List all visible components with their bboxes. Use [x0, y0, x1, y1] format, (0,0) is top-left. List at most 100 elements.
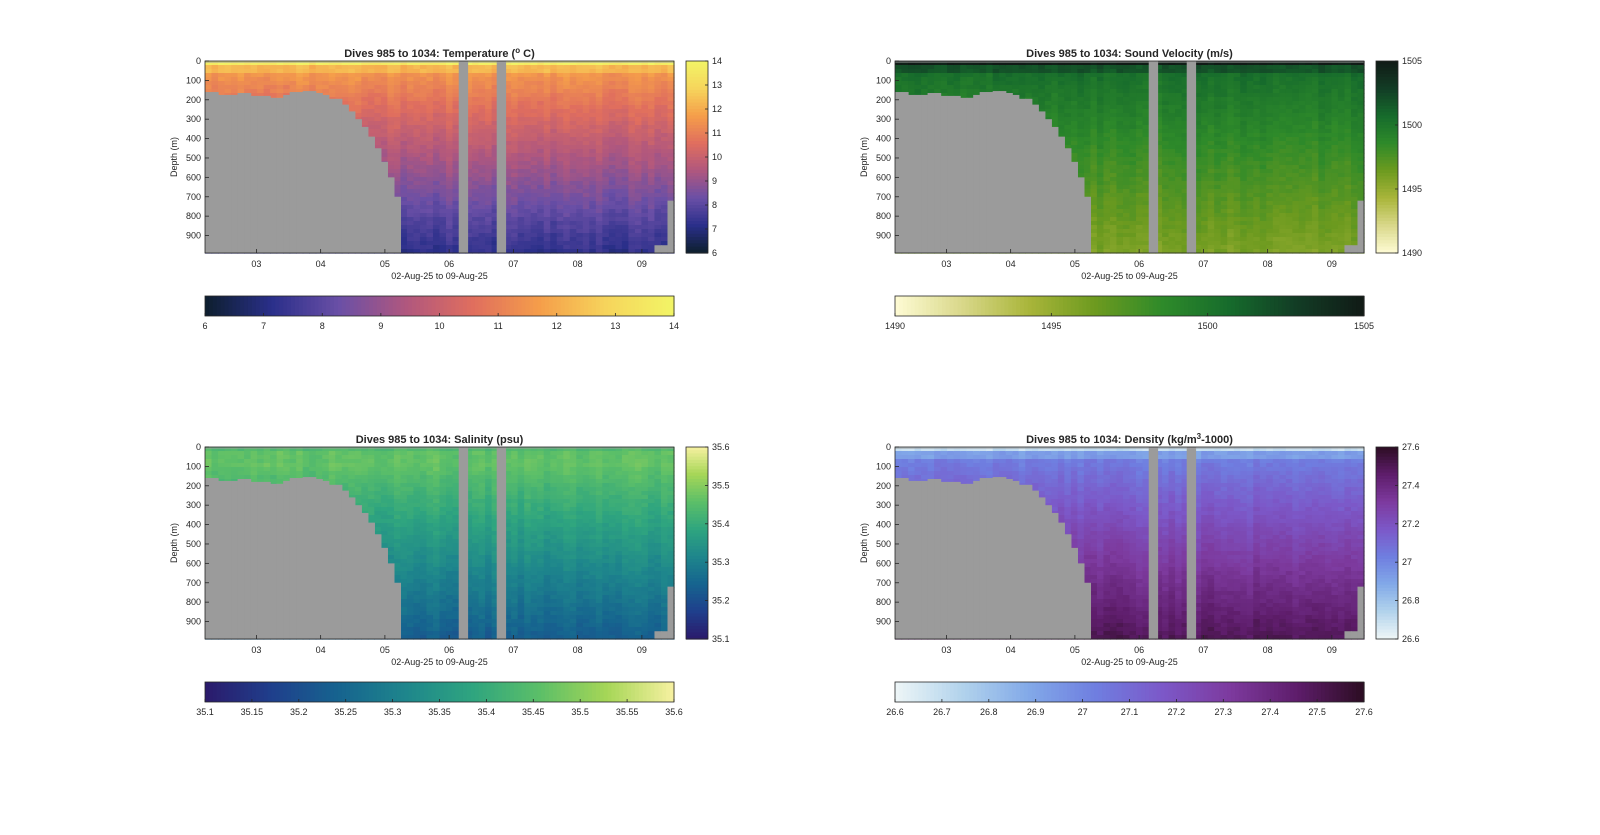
- data-cell: [602, 89, 609, 94]
- data-cell: [472, 189, 479, 194]
- data-cell: [661, 177, 668, 182]
- data-cell: [426, 177, 433, 182]
- data-cell: [596, 89, 603, 94]
- data-cell: [615, 133, 622, 138]
- data-cell: [667, 97, 674, 102]
- data-cell: [400, 221, 407, 226]
- data-cell: [1058, 81, 1065, 86]
- data-cell: [583, 221, 590, 226]
- data-cell: [973, 81, 980, 86]
- data-cell: [453, 137, 460, 142]
- data-cell: [615, 93, 622, 98]
- data-cell: [622, 221, 629, 226]
- data-cell: [400, 101, 407, 106]
- data-cell: [394, 157, 401, 162]
- colorbar-segment: [389, 296, 394, 316]
- data-cell: [426, 157, 433, 162]
- data-cell: [1051, 85, 1058, 90]
- data-cell: [602, 161, 609, 166]
- data-cell: [967, 65, 974, 70]
- data-cell: [355, 93, 362, 98]
- data-cell: [381, 157, 388, 162]
- data-cell: [433, 185, 440, 190]
- data-cell: [641, 221, 648, 226]
- data-cell: [407, 89, 414, 94]
- data-cell: [420, 245, 427, 250]
- data-cell: [472, 77, 479, 82]
- data-cell: [915, 85, 922, 90]
- data-cell: [303, 69, 310, 74]
- data-cell: [576, 105, 583, 110]
- data-cell: [511, 201, 518, 206]
- data-cell: [485, 189, 492, 194]
- data-cell: [524, 213, 531, 218]
- x-tick-label: 09: [637, 259, 647, 269]
- data-cell: [1012, 69, 1019, 74]
- data-cell: [563, 241, 570, 246]
- data-cell: [426, 113, 433, 118]
- data-cell: [602, 193, 609, 198]
- data-cell: [244, 89, 251, 94]
- data-cell: [531, 205, 538, 210]
- data-cell: [335, 85, 342, 90]
- data-cell: [413, 85, 420, 90]
- data-cell: [583, 121, 590, 126]
- data-cell: [440, 205, 447, 210]
- data-cell: [433, 181, 440, 186]
- data-cell: [576, 133, 583, 138]
- data-cell: [426, 185, 433, 190]
- data-cell: [1038, 97, 1045, 102]
- data-cell: [453, 177, 460, 182]
- data-cell: [641, 169, 648, 174]
- data-cell: [648, 205, 655, 210]
- colorbar-tick-label: 6: [712, 248, 717, 258]
- data-cell: [537, 121, 544, 126]
- data-cell: [426, 197, 433, 202]
- data-cell: [583, 65, 590, 70]
- data-cell: [635, 225, 642, 230]
- data-cell: [576, 101, 583, 106]
- data-cell: [648, 161, 655, 166]
- colorbar-segment: [510, 296, 515, 316]
- data-cell: [615, 141, 622, 146]
- data-cell: [472, 109, 479, 114]
- data-cell: [374, 101, 381, 106]
- data-cell: [524, 209, 531, 214]
- data-cell: [635, 85, 642, 90]
- data-cell: [902, 73, 909, 78]
- data-cell: [641, 109, 648, 114]
- data-cell: [576, 221, 583, 226]
- data-cell: [557, 185, 564, 190]
- data-cell: [1019, 73, 1026, 78]
- data-cell: [960, 81, 967, 86]
- data-cell: [446, 113, 453, 118]
- data-cell: [446, 77, 453, 82]
- data-cell: [446, 225, 453, 230]
- data-cell: [583, 181, 590, 186]
- data-cell: [993, 69, 1000, 74]
- data-cell: [537, 105, 544, 110]
- data-cell: [641, 89, 648, 94]
- data-cell: [394, 189, 401, 194]
- data-cell: [596, 221, 603, 226]
- data-cell: [609, 237, 616, 242]
- data-cell: [485, 81, 492, 86]
- data-cell: [615, 173, 622, 178]
- data-cell: [518, 189, 525, 194]
- data-cell: [433, 241, 440, 246]
- data-cell: [921, 73, 928, 78]
- data-cell: [472, 85, 479, 90]
- data-cell: [472, 229, 479, 234]
- data-cell: [602, 209, 609, 214]
- colorbar-segment: [604, 296, 609, 316]
- data-cell: [596, 81, 603, 86]
- land-column: [335, 99, 342, 253]
- data-cell: [518, 201, 525, 206]
- data-cell: [426, 233, 433, 238]
- data-cell: [407, 133, 414, 138]
- data-cell: [589, 89, 596, 94]
- data-cell: [440, 121, 447, 126]
- data-cell: [485, 213, 492, 218]
- data-cell: [583, 97, 590, 102]
